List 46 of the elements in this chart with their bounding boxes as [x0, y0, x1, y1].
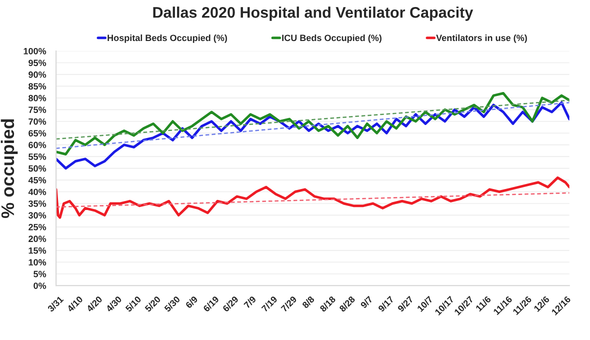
- x-tick-label: 9/7: [360, 296, 374, 309]
- y-tick-label: 15%: [28, 247, 46, 254]
- x-tick-label: 7/9: [243, 296, 256, 309]
- x-tick-label: 6/29: [222, 296, 239, 312]
- legend-label: ICU Beds Occupied (%): [282, 34, 382, 43]
- legend-label: Hospital Beds Occupied (%): [108, 34, 227, 43]
- y-tick-label: 75%: [28, 106, 46, 114]
- x-tick-label: 7/29: [280, 296, 298, 312]
- line-series: [56, 92, 570, 156]
- y-tick-label: 25%: [28, 224, 46, 230]
- y-tick-label: 30%: [28, 212, 46, 219]
- y-tick-label: 40%: [28, 188, 46, 196]
- y-tick-label: 5%: [34, 270, 46, 278]
- x-tick-label: 11/6: [475, 296, 492, 312]
- x-tick-label: 8/8: [302, 296, 315, 309]
- x-tick-label: 8/28: [338, 296, 356, 312]
- y-tick-label: 100%: [24, 48, 46, 54]
- x-tick-label: 6/9: [184, 296, 198, 309]
- y-tick-label: 60%: [28, 142, 46, 148]
- x-tick-label: 7/19: [261, 296, 278, 312]
- y-tick-label: 85%: [28, 83, 46, 90]
- y-tick-label: 35%: [28, 200, 46, 207]
- x-tick-label: 4/30: [105, 296, 122, 312]
- y-tick-label: 65%: [28, 130, 46, 136]
- x-tick-label: 5/30: [164, 296, 180, 312]
- y-tick-label: 80%: [28, 94, 46, 102]
- y-tick-label: 90%: [28, 71, 46, 78]
- x-tick-label: 5/10: [124, 296, 142, 312]
- y-tick-label: 45%: [28, 177, 46, 184]
- y-tick-label: 50%: [28, 165, 46, 172]
- y-tick-label: 55%: [28, 154, 46, 160]
- line-series: [56, 176, 570, 219]
- x-tick-label: 6/19: [202, 296, 220, 312]
- chart-title: Dallas 2020 Hospital and Ventilator Capacity: [153, 6, 474, 21]
- x-tick-label: 5/20: [144, 296, 161, 312]
- y-tick-label: 10%: [28, 259, 46, 266]
- legend-label: Ventilators in use (%): [436, 34, 527, 43]
- y-axis-title: % occupied: [0, 119, 18, 218]
- y-tick-label: 0%: [34, 282, 46, 289]
- y-tick-label: 20%: [28, 236, 46, 242]
- x-tick-label: 4/20: [86, 296, 103, 312]
- x-tick-label: 8/18: [319, 296, 336, 312]
- y-tick-label: 70%: [28, 118, 46, 125]
- x-tick-label: 3/31: [47, 296, 64, 312]
- x-tick-label: 4/10: [66, 296, 84, 312]
- y-tick-label: 95%: [28, 60, 46, 66]
